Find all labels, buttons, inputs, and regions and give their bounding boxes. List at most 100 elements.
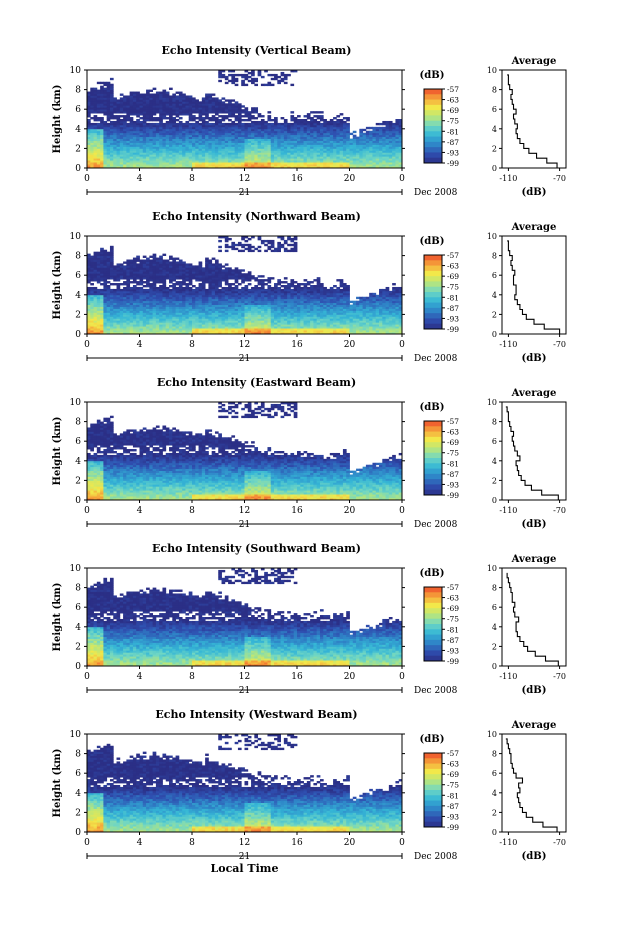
heatmap-cell <box>231 99 235 101</box>
heatmap-cell <box>136 92 140 94</box>
heatmap-cell <box>261 76 265 78</box>
heatmap-cell <box>120 263 124 265</box>
heatmap-cell <box>382 127 386 129</box>
heatmap-cell <box>130 92 134 94</box>
heatmap-cell <box>189 287 193 289</box>
heatmap-cell <box>389 121 393 123</box>
heatmap-cell <box>176 123 180 125</box>
heatmap-cell <box>149 90 153 92</box>
heatmap-cell <box>107 252 111 254</box>
heatmap-cell <box>382 121 386 123</box>
heatmap-cell <box>369 127 373 129</box>
y-tick-label: 10 <box>70 66 82 76</box>
heatmap-cell <box>307 121 311 123</box>
heatmap-cell <box>231 242 235 244</box>
heatmap-cell <box>120 283 124 285</box>
heatmap-cell <box>395 119 399 121</box>
heatmap-cell <box>97 117 101 119</box>
heatmap-cell <box>176 287 180 289</box>
heatmap-cell <box>343 117 347 119</box>
heatmap-cell <box>166 260 170 262</box>
heatmap-cell <box>248 123 252 125</box>
heatmap-cell <box>304 119 308 121</box>
heatmap-cell <box>317 115 321 117</box>
heatmap-cell <box>182 287 186 289</box>
heatmap-cell <box>333 121 337 123</box>
heatmap-cell <box>287 123 291 125</box>
heatmap-cell <box>140 117 144 119</box>
heatmap-cell <box>192 289 196 291</box>
heatmap-cell <box>117 99 121 101</box>
heatmap-cell <box>107 285 111 287</box>
heatmap-cell <box>274 74 278 76</box>
heatmap-cell <box>277 80 281 82</box>
heatmap-cell <box>261 119 265 121</box>
heatmap-cell <box>281 72 285 74</box>
heatmap-cell <box>251 250 255 252</box>
heatmap-cell <box>103 121 107 123</box>
heatmap-cell <box>245 74 249 76</box>
heatmap-cell <box>222 269 226 271</box>
heatmap-cell <box>120 119 124 121</box>
heatmap-cell <box>222 123 226 125</box>
heatmap-cell <box>208 94 212 96</box>
heatmap-cell <box>146 289 150 291</box>
heatmap-cell <box>313 111 317 113</box>
heatmap-cell <box>235 123 239 125</box>
heatmap-cell <box>136 281 140 283</box>
heatmap-cell <box>317 111 321 113</box>
heatmap-cell <box>146 258 150 260</box>
heatmap-cell <box>166 121 170 123</box>
heatmap-cell <box>248 244 252 246</box>
heatmap-cell <box>353 135 357 137</box>
heatmap-cell <box>238 289 242 291</box>
heatmap-cell <box>307 113 311 115</box>
heatmap-cell <box>208 117 212 119</box>
heatmap-cell <box>90 256 94 258</box>
heatmap-cell <box>94 123 98 125</box>
heatmap-cell <box>346 117 350 119</box>
heatmap-cell <box>294 117 298 119</box>
heatmap-cell <box>251 115 255 117</box>
heatmap-cell <box>149 94 153 96</box>
heatmap-cell <box>156 117 160 119</box>
heatmap-cell <box>310 117 314 119</box>
heatmap-cell <box>271 119 275 121</box>
heatmap-cell <box>136 119 140 121</box>
heatmap-cell <box>110 283 114 285</box>
heatmap-cell <box>274 117 278 119</box>
heatmap-cell <box>320 111 324 113</box>
heatmap-cell <box>264 121 268 123</box>
heatmap-cell <box>231 121 235 123</box>
heatmap-cell <box>130 117 134 119</box>
heatmap-cell <box>113 283 117 285</box>
heatmap-cell <box>363 129 367 131</box>
heatmap-cell <box>195 99 199 101</box>
heatmap-cell <box>136 287 140 289</box>
heatmap-cell <box>241 74 245 76</box>
heatmap-cell <box>267 82 271 84</box>
heatmap-cell <box>346 123 350 125</box>
heatmap-cell <box>222 287 226 289</box>
heatmap-cell <box>113 115 117 117</box>
heatmap-cell <box>87 92 91 94</box>
colorbar-segment <box>424 121 442 127</box>
heatmap-cell <box>231 269 235 271</box>
heatmap-cell <box>176 92 180 94</box>
panel-0: Echo Intensity (Vertical Beam)0246810Hei… <box>52 44 566 198</box>
heatmap-cell <box>254 121 258 123</box>
heatmap-cell <box>90 283 94 285</box>
heatmap-cell <box>271 74 275 76</box>
colorbar-tick-label: -99 <box>447 159 459 168</box>
heatmap-cell <box>185 95 189 97</box>
heatmap-cell <box>267 115 271 117</box>
heatmap-cell <box>284 74 288 76</box>
heatmap-cell <box>284 82 288 84</box>
heatmap-cell <box>113 97 117 99</box>
heatmap-cell <box>205 289 209 291</box>
heatmap-cell <box>97 252 101 254</box>
heatmap-cell <box>241 250 245 252</box>
profile-y-tick-label: 10 <box>487 66 497 75</box>
heatmap-cell <box>218 240 222 242</box>
